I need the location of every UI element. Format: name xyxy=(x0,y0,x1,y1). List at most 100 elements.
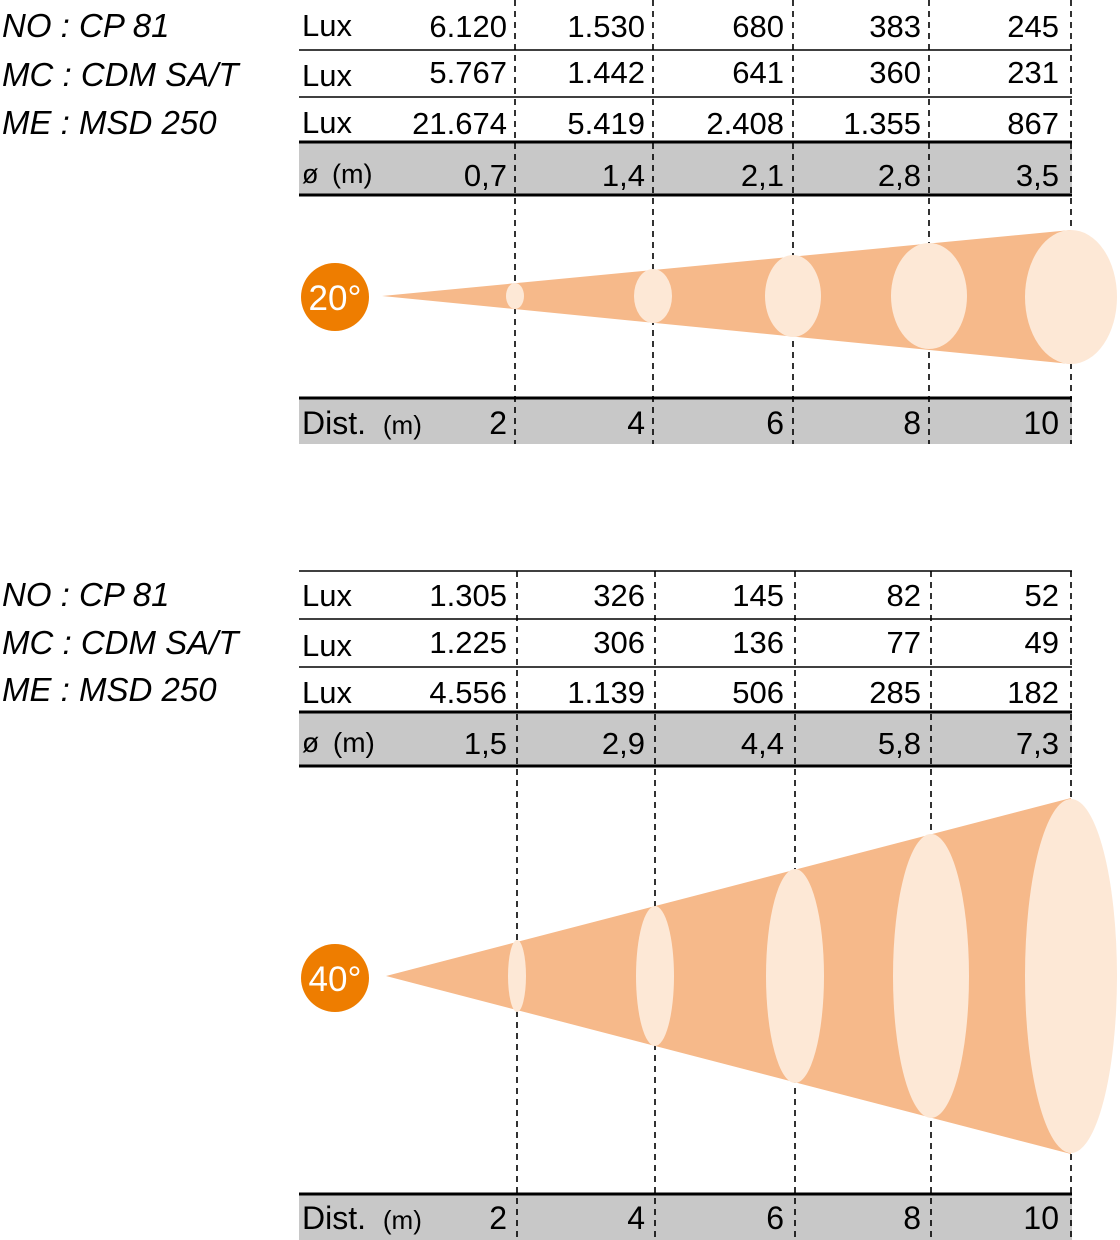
lamp-label-mc: MC : CDM SA/T xyxy=(2,624,241,661)
distance-row-band xyxy=(299,398,1072,444)
spot-8m xyxy=(893,834,969,1118)
table-cell: 231 xyxy=(1007,55,1059,90)
distance-row: 2 4 6 8 10 xyxy=(489,405,1059,441)
table-cell: 245 xyxy=(1007,9,1059,44)
unit-label-lux: Lux xyxy=(302,8,352,43)
table-cell: 383 xyxy=(869,9,921,44)
table-cell: 326 xyxy=(593,578,645,613)
diameter-symbol: ø xyxy=(302,727,319,758)
spot-4m xyxy=(634,269,672,323)
diameter-row-band xyxy=(299,712,1072,766)
lux-row-mc: 5.767 1.442 641 360 231 xyxy=(429,55,1059,90)
table-cell: 182 xyxy=(1007,675,1059,710)
table-cell: 641 xyxy=(732,55,784,90)
distance-row: 2 4 6 8 10 xyxy=(489,1200,1059,1236)
unit-label-lux: Lux xyxy=(302,58,352,93)
table-cell: 4.556 xyxy=(429,675,507,710)
table-cell: 136 xyxy=(732,625,784,660)
panel-40: NO : CP 81 MC : CDM SA/T ME : MSD 250 40… xyxy=(2,570,1117,1240)
table-cell: 1.305 xyxy=(429,578,507,613)
unit-label-lux: Lux xyxy=(302,578,352,613)
lux-row-me: 4.556 1.139 506 285 182 xyxy=(429,675,1059,710)
table-cell: 8 xyxy=(903,1200,921,1236)
lux-row-me: 21.674 5.419 2.408 1.355 867 xyxy=(412,106,1059,141)
distance-unit: (m) xyxy=(383,410,422,440)
distance-row-band xyxy=(299,1194,1072,1240)
table-cell: 10 xyxy=(1023,1200,1059,1236)
spot-2m xyxy=(506,283,524,309)
lamp-label-mc: MC : CDM SA/T xyxy=(2,56,241,93)
spot-8m xyxy=(891,243,967,349)
lux-row-no: 6.120 1.530 680 383 245 xyxy=(429,9,1059,44)
spot-10m xyxy=(1025,799,1117,1153)
spot-6m xyxy=(765,255,821,337)
distance-label: Dist. (m) xyxy=(302,1200,422,1236)
table-cell: 2 xyxy=(489,1200,507,1236)
table-cell: 52 xyxy=(1025,578,1059,613)
table-cell: 145 xyxy=(732,578,784,613)
lamp-label-no: NO : CP 81 xyxy=(2,576,170,613)
table-cell: 1.530 xyxy=(567,9,645,44)
table-cell: 506 xyxy=(732,675,784,710)
panel-20: NO : CP 81 MC : CDM SA/T ME : MSD 250 20… xyxy=(2,0,1117,444)
distance-guides xyxy=(514,0,1072,444)
table-cell: 0,7 xyxy=(464,158,507,193)
table-cell: 82 xyxy=(887,578,921,613)
table-cell: 8 xyxy=(903,405,921,441)
diameter-symbol: ø xyxy=(302,159,319,189)
diameter-row: 0,7 1,4 2,1 2,8 3,5 xyxy=(464,158,1059,193)
unit-label-lux: Lux xyxy=(302,675,352,710)
light-cone xyxy=(386,798,1071,1154)
table-cell: 2 xyxy=(489,405,507,441)
table-cell: 1,4 xyxy=(602,158,645,193)
beam-angle-label: 40° xyxy=(309,960,362,999)
beam-angle-label: 20° xyxy=(309,279,362,318)
spot-6m xyxy=(766,869,824,1083)
table-cell: 21.674 xyxy=(412,106,507,141)
table-cell: 6 xyxy=(766,1200,784,1236)
spot-2m xyxy=(508,940,526,1012)
table-cell: 77 xyxy=(887,625,921,660)
diameter-label: ø (m) xyxy=(302,159,373,189)
diameter-unit: (m) xyxy=(332,159,372,189)
table-cell: 5.767 xyxy=(429,55,507,90)
table-cell: 5,8 xyxy=(878,726,921,761)
table-cell: 2.408 xyxy=(706,106,784,141)
lamp-label-no: NO : CP 81 xyxy=(2,7,170,44)
spot-4m xyxy=(636,906,674,1046)
table-cell: 7,3 xyxy=(1016,726,1059,761)
diameter-label: ø (m) xyxy=(302,727,375,758)
lux-row-mc: 1.225 306 136 77 49 xyxy=(429,625,1059,660)
beam-angle-badge xyxy=(301,263,369,331)
table-cell: 306 xyxy=(593,625,645,660)
spot-10m xyxy=(1025,230,1117,364)
table-cell: 1.225 xyxy=(429,625,507,660)
distance-unit: (m) xyxy=(383,1205,422,1235)
table-cell: 1.139 xyxy=(567,675,645,710)
unit-label-lux: Lux xyxy=(302,105,352,140)
table-cell: 1.355 xyxy=(843,106,921,141)
table-cell: 867 xyxy=(1007,106,1059,141)
table-cell: 3,5 xyxy=(1016,158,1059,193)
distance-word: Dist. xyxy=(302,405,366,441)
table-cell: 1.442 xyxy=(567,55,645,90)
lamp-label-me: ME : MSD 250 xyxy=(2,671,217,708)
table-cell: 285 xyxy=(869,675,921,710)
table-cell: 4,4 xyxy=(741,726,784,761)
table-cell: 2,9 xyxy=(602,726,645,761)
diameter-unit: (m) xyxy=(333,727,375,758)
table-cell: 360 xyxy=(869,55,921,90)
table-cell: 10 xyxy=(1023,405,1059,441)
table-cell: 6 xyxy=(766,405,784,441)
beam-angle-badge xyxy=(301,944,369,1012)
table-cell: 5.419 xyxy=(567,106,645,141)
table-cell: 2,8 xyxy=(878,158,921,193)
distance-word: Dist. xyxy=(302,1200,366,1236)
distance-label: Dist. (m) xyxy=(302,405,422,441)
unit-label-lux: Lux xyxy=(302,628,352,663)
lamp-label-me: ME : MSD 250 xyxy=(2,104,217,141)
diameter-row: 1,5 2,9 4,4 5,8 7,3 xyxy=(464,726,1059,761)
table-cell: 4 xyxy=(627,405,645,441)
light-cone xyxy=(382,230,1071,364)
